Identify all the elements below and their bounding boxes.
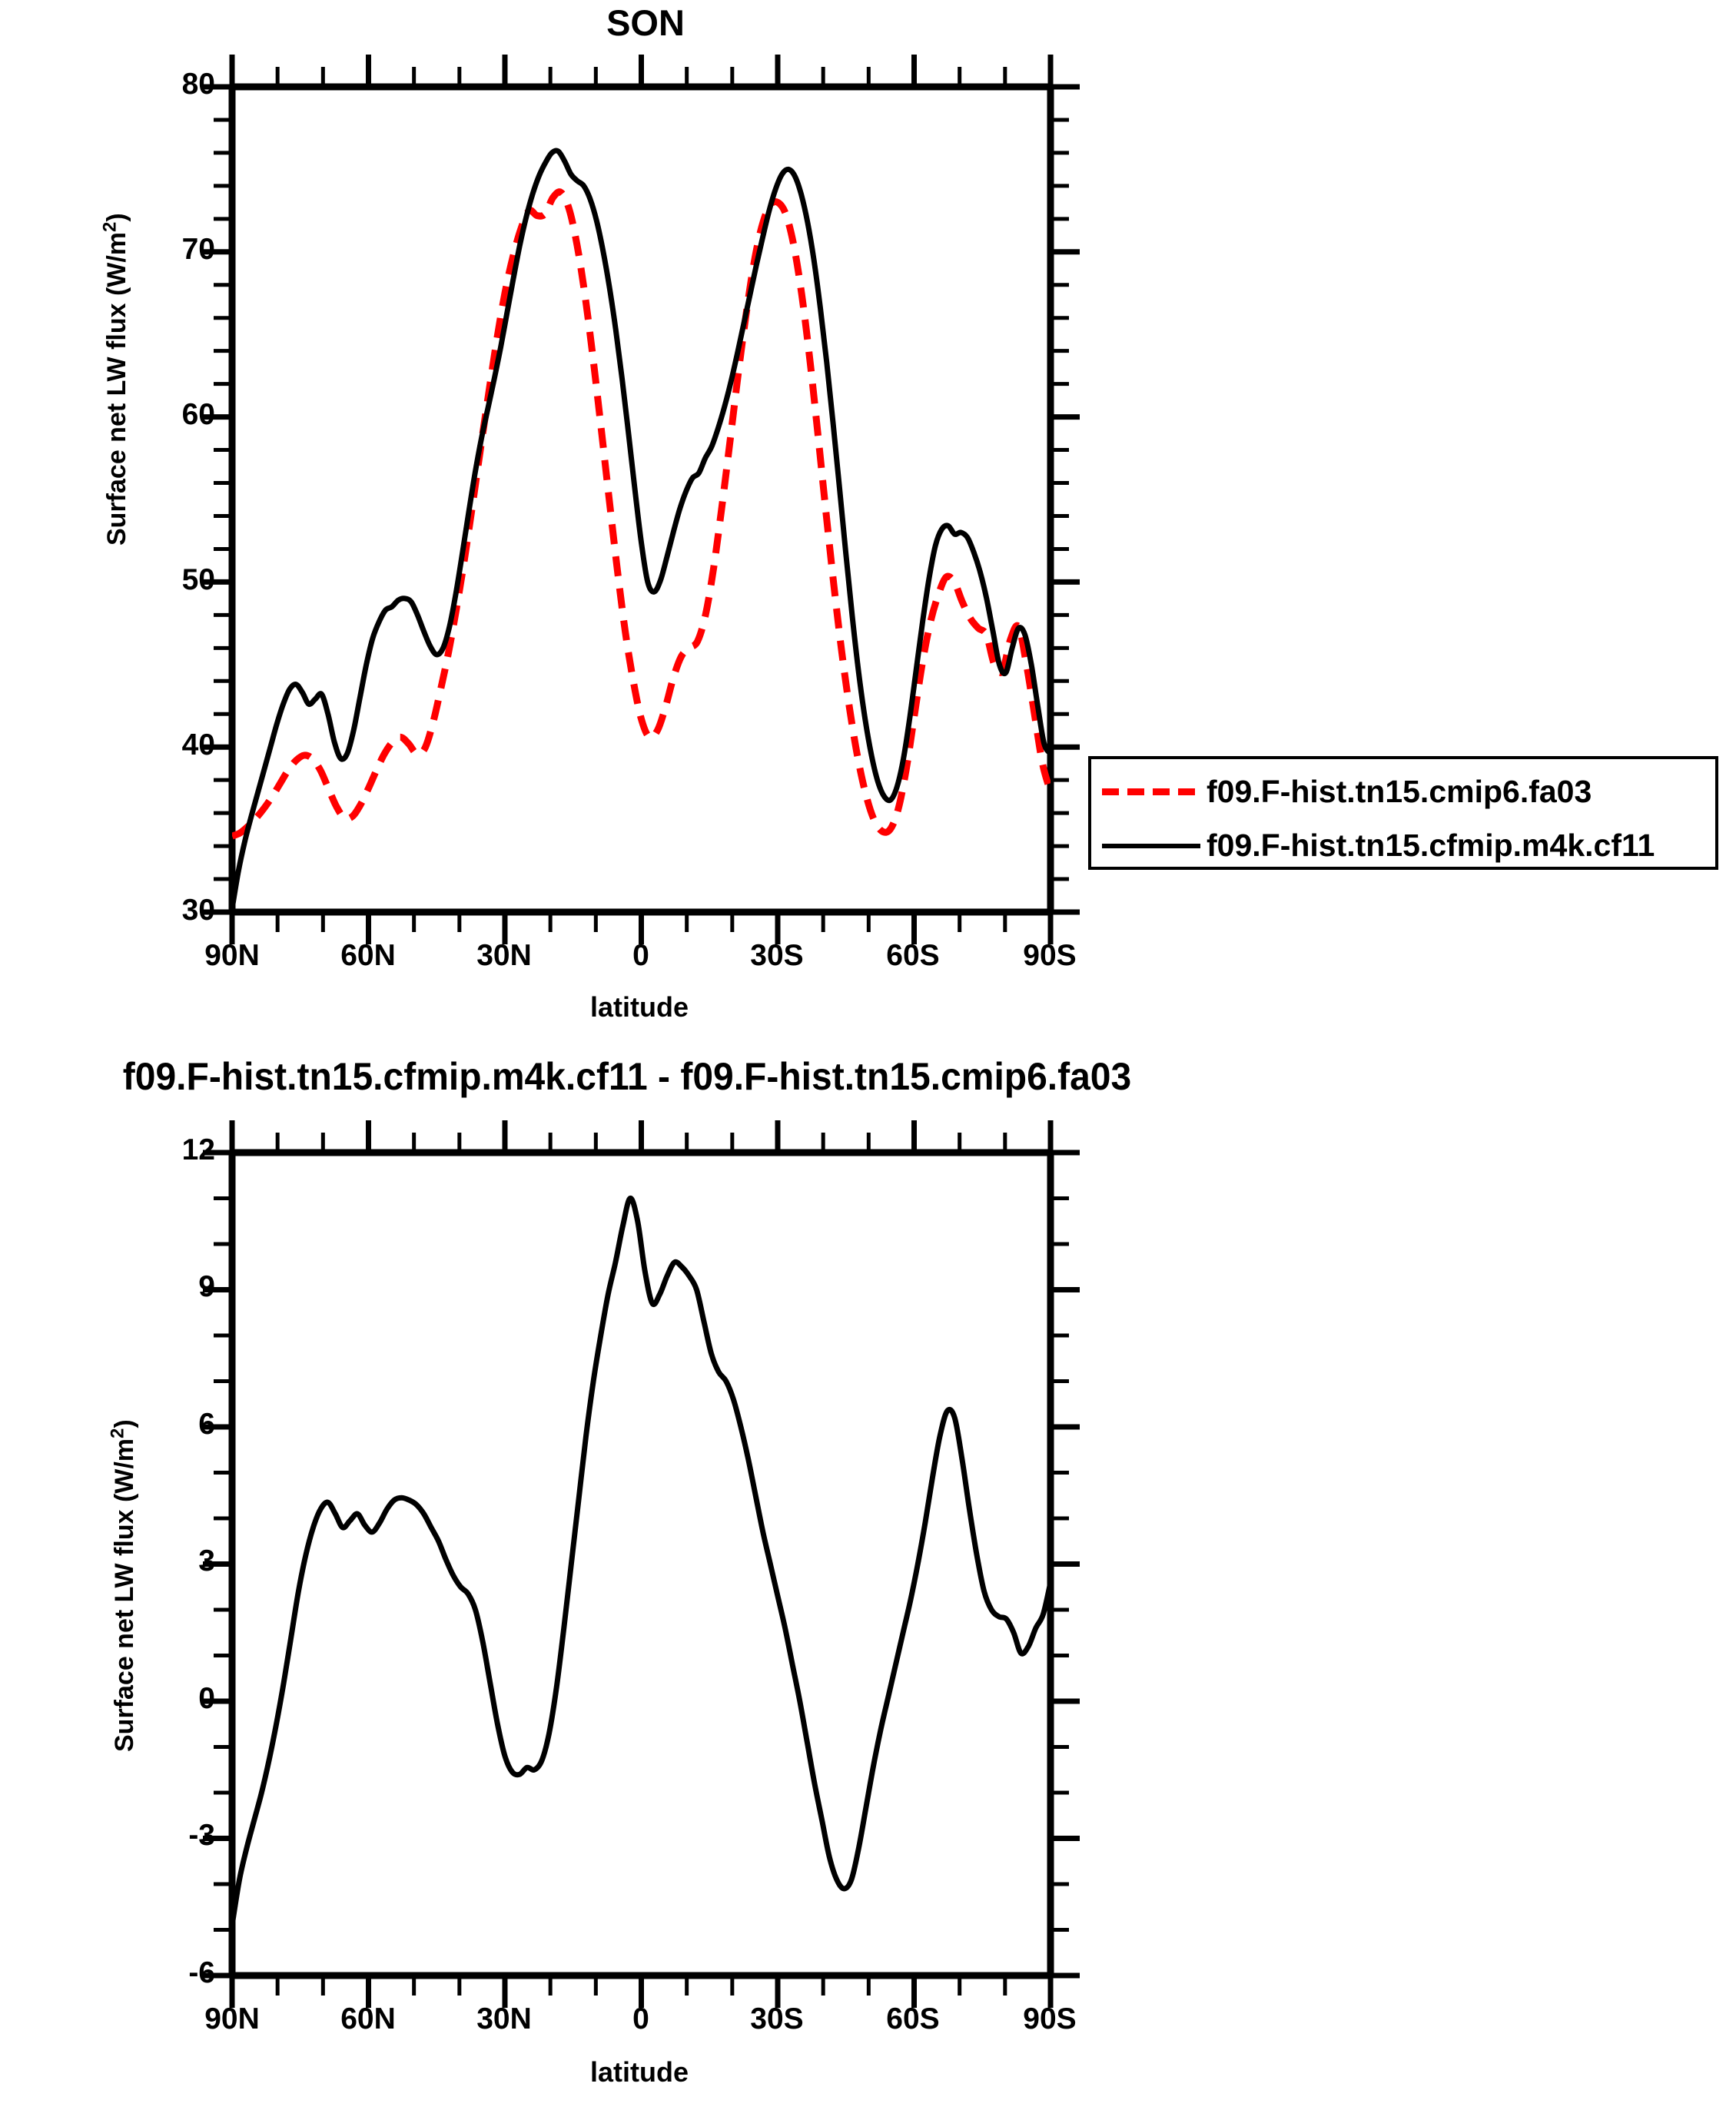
page-title: SON xyxy=(606,2,685,43)
legend-item-cf11: f09.F-hist.tn15.cfmip.m4k.cf11 xyxy=(1102,830,1655,861)
legend-dashed-line-icon xyxy=(1102,788,1200,795)
top-ylabel-sup: 2 xyxy=(100,221,121,232)
bottom-ylabel-sup: 2 xyxy=(108,1428,128,1438)
top-xtick-30N: 30N xyxy=(476,939,532,972)
top-xtick-30S: 30S xyxy=(750,939,804,972)
top-chart-ylabel: Surface net LW flux (W/m2) xyxy=(100,213,132,546)
series-line xyxy=(232,188,1051,840)
top-ytick-70: 70 xyxy=(181,233,215,266)
top-chart-xlabel: latitude xyxy=(589,991,689,1023)
bottom-chart-ticks xyxy=(203,1120,1080,2008)
bottom-ytick-9: 9 xyxy=(198,1270,215,1303)
top-xtick-90S: 90S xyxy=(1023,939,1077,972)
bottom-xtick-30N: 30N xyxy=(476,2002,532,2035)
chart-legend: f09.F-hist.tn15.cmip6.fa03 f09.F-hist.tn… xyxy=(1088,756,1718,870)
top-ytick-60: 60 xyxy=(181,398,215,431)
top-ytick-40: 40 xyxy=(181,728,215,761)
series-line xyxy=(232,1196,1051,1926)
bottom-chart-axes xyxy=(228,1149,1054,1979)
top-xtick-0: 0 xyxy=(632,939,649,972)
top-xtick-60S: 60S xyxy=(886,939,940,972)
bottom-ytick-0: 0 xyxy=(198,1682,215,1715)
top-ytick-50: 50 xyxy=(181,563,215,596)
bottom-xtick-0: 0 xyxy=(632,2002,649,2035)
legend-label-fa03: f09.F-hist.tn15.cmip6.fa03 xyxy=(1207,774,1592,809)
legend-solid-line-icon xyxy=(1102,843,1200,848)
top-ytick-30: 30 xyxy=(181,894,215,927)
legend-label-cf11: f09.F-hist.tn15.cfmip.m4k.cf11 xyxy=(1207,828,1655,863)
bottom-xtick-60N: 60N xyxy=(340,2002,396,2035)
series-line xyxy=(232,148,1051,910)
bottom-ytick-6: 6 xyxy=(198,1408,215,1441)
bottom-ytick-12: 12 xyxy=(181,1133,215,1166)
top-chart-ticks xyxy=(203,55,1080,944)
bottom-xtick-90S: 90S xyxy=(1023,2002,1077,2035)
bottom-chart-plot xyxy=(203,1120,1080,2008)
bottom-ytick-3: 3 xyxy=(198,1544,215,1578)
top-chart-plot xyxy=(203,55,1080,944)
bottom-xtick-30S: 30S xyxy=(750,2002,804,2035)
difference-plot-title: f09.F-hist.tn15.cfmip.m4k.cf11 - f09.F-h… xyxy=(122,1055,1132,1098)
top-xtick-90N: 90N xyxy=(204,939,260,972)
top-chart-axes xyxy=(228,83,1054,916)
top-ylabel-text: Surface net LW flux (W/m xyxy=(102,231,132,546)
bottom-xtick-90N: 90N xyxy=(204,2002,260,2035)
top-xtick-60N: 60N xyxy=(340,939,396,972)
bottom-xtick-60S: 60S xyxy=(886,2002,940,2035)
top-ylabel-tail: ) xyxy=(102,213,132,222)
bottom-chart-xlabel: latitude xyxy=(589,2056,689,2088)
top-ytick-80: 80 xyxy=(181,68,215,101)
legend-item-fa03: f09.F-hist.tn15.cmip6.fa03 xyxy=(1102,776,1592,808)
bottom-ytick-neg3: -3 xyxy=(188,1819,215,1852)
bottom-ytick-neg6: -6 xyxy=(188,1956,215,1989)
